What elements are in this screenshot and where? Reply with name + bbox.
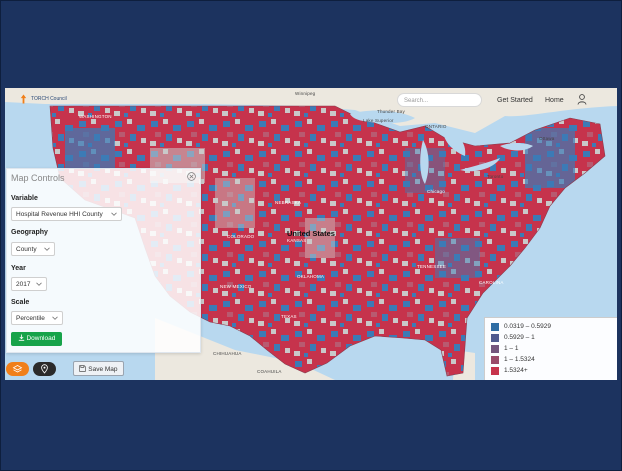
geography-value: County xyxy=(16,246,37,253)
year-select[interactable]: 2017 xyxy=(11,277,47,291)
gulf-of-mexico xyxy=(335,354,445,380)
logo[interactable]: TORCH Council xyxy=(19,94,67,104)
download-button[interactable]: Download xyxy=(11,332,62,346)
chevron-down-icon xyxy=(36,282,42,286)
nav-get-started[interactable]: Get Started xyxy=(497,97,533,104)
chevron-down-icon xyxy=(111,212,117,216)
map-label: CHIHUAHUA xyxy=(213,351,242,356)
geography-select[interactable]: County xyxy=(11,242,55,256)
lake-superior xyxy=(350,110,415,124)
chevron-down-icon xyxy=(44,247,50,251)
legend-item: 0.5929 – 1 xyxy=(491,333,535,342)
legend-swatch xyxy=(491,333,499,342)
save-icon xyxy=(79,365,87,372)
location-pin-icon xyxy=(41,364,48,374)
save-map-button[interactable]: Save Map xyxy=(73,361,124,376)
variable-value: Hospital Revenue HHI County xyxy=(16,211,103,218)
map-label: ONTARIO xyxy=(425,124,447,129)
scale-value: Percentile xyxy=(16,315,45,322)
year-value: 2017 xyxy=(16,281,31,288)
panel-title: Map Controls xyxy=(11,173,65,183)
search-input[interactable]: Search... xyxy=(397,93,482,107)
legend-item: 1.5324+ xyxy=(491,366,528,375)
map-label: Ottawa xyxy=(539,136,555,141)
legend-item: 1 – 1.5324 xyxy=(491,355,535,364)
lake-erie xyxy=(460,158,500,172)
save-map-label: Save Map xyxy=(88,366,118,373)
download-label: Download xyxy=(26,335,56,342)
user-icon[interactable] xyxy=(577,94,587,105)
chevron-down-icon xyxy=(52,316,58,320)
map-label: KANSAS xyxy=(287,238,307,243)
layers-icon xyxy=(12,365,23,373)
map-label: TEXAS xyxy=(281,314,297,319)
legend-swatch xyxy=(491,355,499,364)
map-label: NEW MEXICO xyxy=(220,284,252,289)
map-label: TENNESSEE xyxy=(417,264,447,269)
map-label: Chicago xyxy=(427,189,445,194)
legend-item: 1 – 1 xyxy=(491,344,518,353)
map-label: COLORADO xyxy=(227,234,255,239)
logo-text: TORCH Council xyxy=(31,95,67,102)
map-label: NEBRASKA xyxy=(275,200,302,205)
location-button[interactable] xyxy=(33,362,56,376)
variable-select[interactable]: Hospital Revenue HHI County xyxy=(11,207,122,221)
close-icon[interactable] xyxy=(187,172,196,181)
scale-label: Scale xyxy=(11,299,30,306)
map-controls-panel: Map Controls Variable Hospital Revenue H… xyxy=(6,168,201,353)
torch-logo-icon xyxy=(20,94,27,104)
legend-swatch xyxy=(491,344,499,353)
legend-swatch xyxy=(491,322,499,331)
map-label: CAROLINA xyxy=(479,280,504,285)
map-legend: 0.0319 – 0.5929 0.5929 – 1 1 – 1 1 – 1.5… xyxy=(484,317,617,380)
lake-michigan xyxy=(420,140,429,184)
nav-home[interactable]: Home xyxy=(545,97,564,104)
country-label: United States xyxy=(287,229,335,238)
map-label: Thunder Bay xyxy=(377,109,405,114)
year-label: Year xyxy=(11,265,26,272)
map-label: COAHUILA xyxy=(257,369,282,374)
legend-swatch xyxy=(491,366,499,375)
layers-toggle-button[interactable] xyxy=(6,362,29,376)
lake-ontario xyxy=(500,143,533,151)
download-icon xyxy=(18,334,24,341)
top-bar: TORCH Council Search... Get Started Home xyxy=(5,88,617,112)
geography-label: Geography xyxy=(11,229,48,236)
map-label: WASHINGTON xyxy=(79,114,112,119)
map-label: Toronto xyxy=(487,174,504,179)
variable-label: Variable xyxy=(11,195,38,202)
map-viewport[interactable]: TORCH Council Search... Get Started Home… xyxy=(5,88,617,380)
map-label: Winnipeg xyxy=(295,91,316,96)
map-label: OKLAHOMA xyxy=(297,274,325,279)
map-label: Lake Superior xyxy=(363,118,394,123)
legend-item: 0.0319 – 0.5929 xyxy=(491,322,551,331)
scale-select[interactable]: Percentile xyxy=(11,311,63,325)
lake-huron xyxy=(443,132,466,156)
